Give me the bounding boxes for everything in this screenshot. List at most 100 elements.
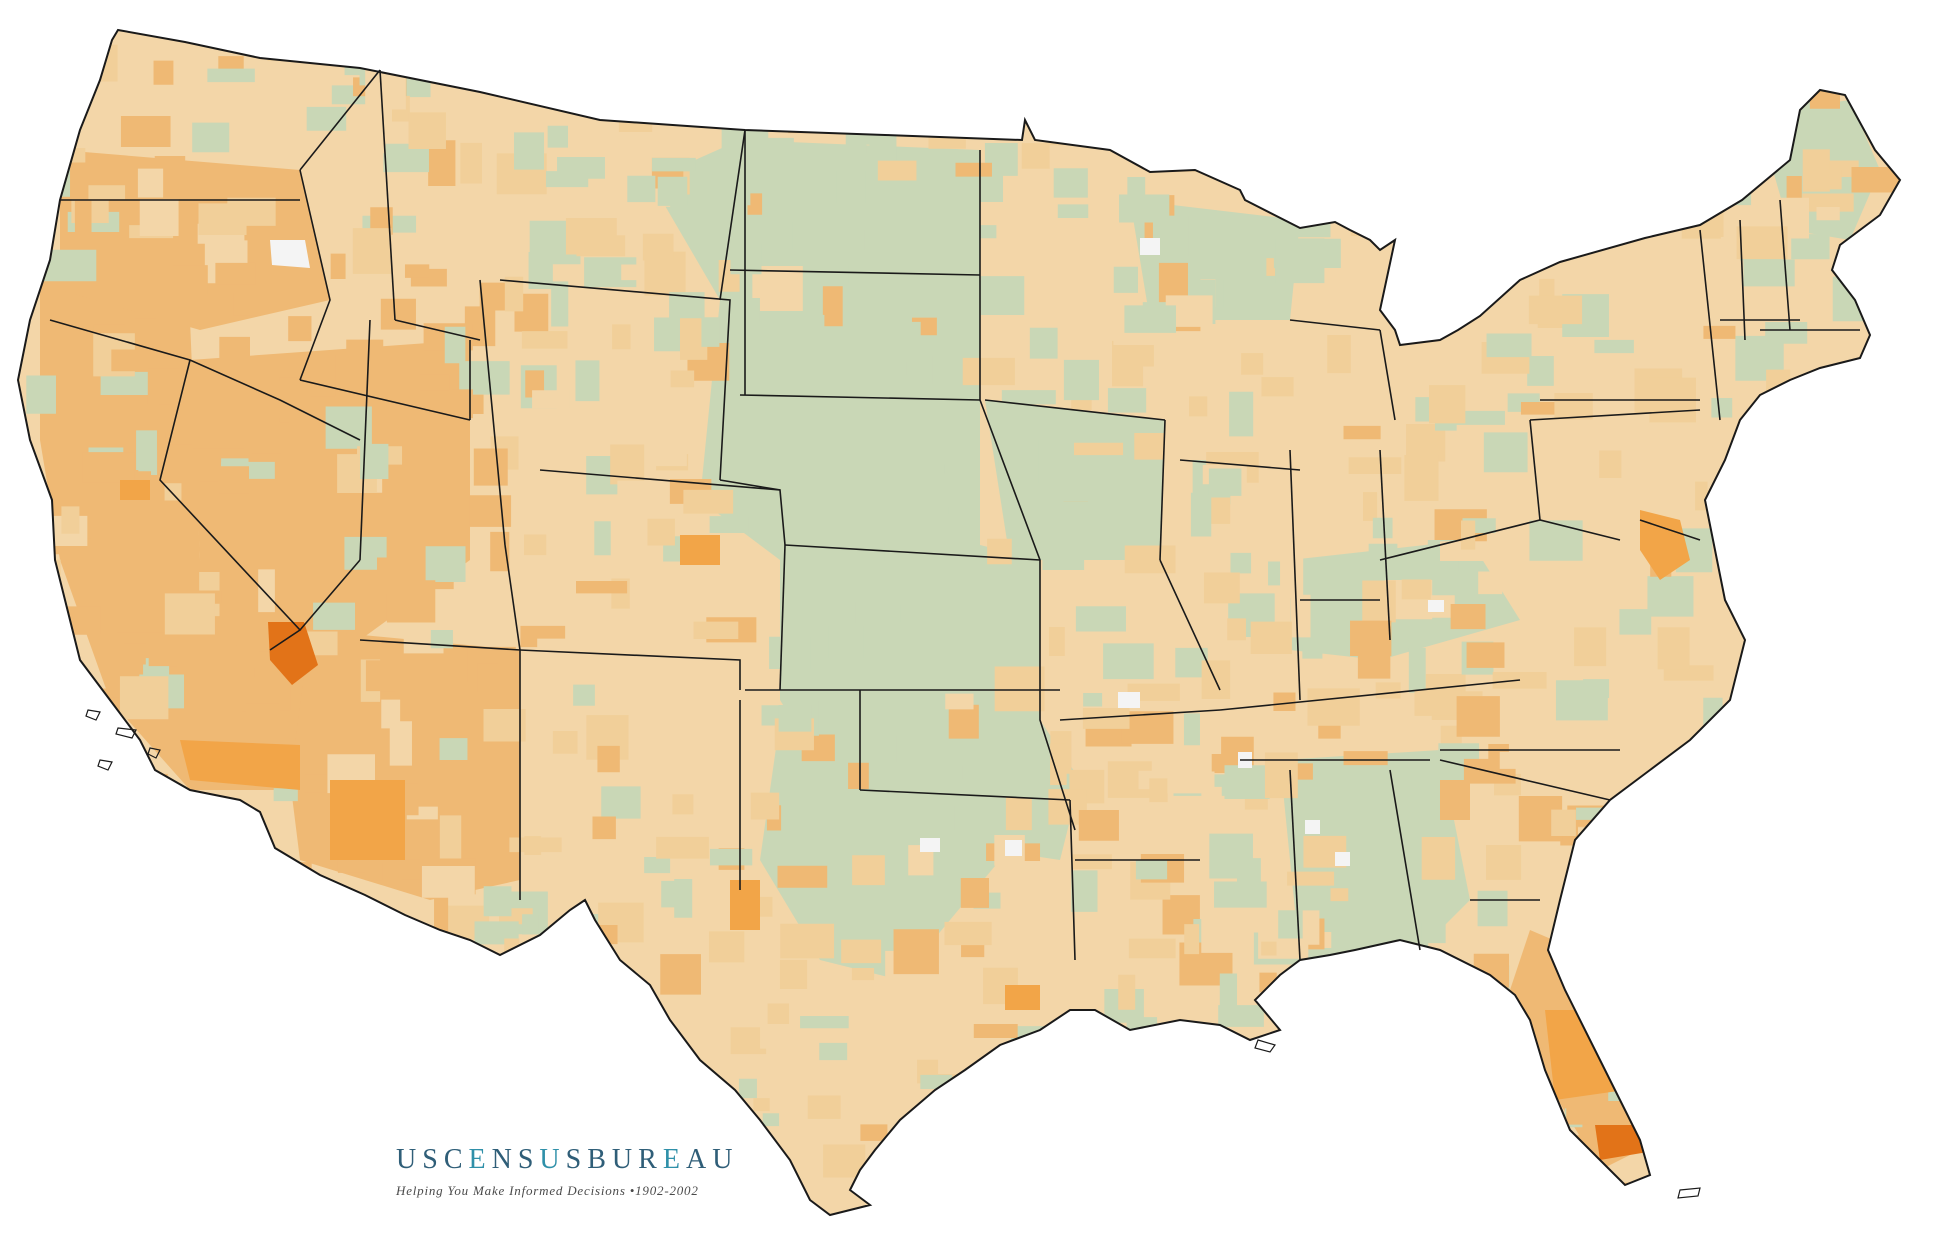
county	[872, 628, 927, 665]
county	[1429, 385, 1466, 424]
county-no-data	[920, 838, 940, 852]
county	[421, 866, 475, 898]
county	[859, 361, 907, 376]
county	[1042, 533, 1085, 571]
wordmark-letter: B	[587, 1144, 612, 1175]
county	[1029, 327, 1058, 359]
county	[597, 745, 620, 773]
county	[778, 704, 812, 732]
county	[1124, 545, 1176, 574]
county	[762, 1113, 780, 1127]
county	[1460, 520, 1476, 550]
county	[679, 318, 708, 360]
county	[878, 321, 921, 347]
county	[1280, 556, 1304, 599]
county	[245, 703, 280, 748]
county	[1486, 333, 1532, 358]
county	[1082, 707, 1130, 729]
county	[576, 235, 626, 257]
county	[139, 199, 179, 236]
county	[1585, 249, 1615, 283]
county	[1013, 418, 1063, 432]
county-hotspot	[730, 880, 760, 930]
county	[745, 467, 784, 503]
county	[198, 203, 247, 235]
county	[1261, 377, 1294, 397]
county	[1135, 859, 1168, 880]
county	[1802, 193, 1854, 212]
county	[241, 677, 267, 712]
state-border	[979, 399, 1076, 831]
county	[1528, 295, 1583, 325]
county	[273, 788, 298, 802]
state-border	[394, 319, 481, 341]
wordmark-letter: C	[443, 1144, 469, 1175]
county	[288, 316, 312, 342]
county	[380, 298, 416, 330]
county	[389, 721, 412, 766]
county	[612, 324, 631, 350]
wordmark-letter: A	[685, 1144, 713, 1175]
county	[61, 506, 80, 534]
state-border	[299, 169, 331, 381]
state-border	[1529, 419, 1541, 521]
county	[88, 185, 126, 200]
county	[400, 508, 429, 522]
county	[864, 229, 917, 251]
county	[401, 859, 421, 880]
county	[116, 605, 169, 633]
county	[1083, 693, 1103, 707]
county	[617, 480, 664, 497]
county	[469, 495, 512, 527]
county	[1743, 259, 1795, 287]
county	[425, 546, 466, 582]
state-border	[859, 789, 1071, 801]
county	[796, 306, 812, 330]
state-border	[719, 129, 746, 301]
county	[738, 1078, 757, 1099]
state-border	[1179, 459, 1301, 471]
county	[621, 264, 641, 281]
county	[164, 593, 215, 635]
county	[1350, 620, 1392, 656]
county	[1188, 396, 1208, 417]
county	[644, 251, 686, 296]
county	[1486, 845, 1522, 880]
county-hotspot	[180, 740, 300, 790]
county	[1786, 175, 1802, 203]
county	[1703, 325, 1736, 339]
county	[822, 286, 843, 327]
county	[960, 877, 990, 908]
county	[730, 1027, 767, 1055]
county-no-data	[1305, 820, 1320, 834]
state-border	[1069, 799, 1076, 961]
county	[147, 368, 184, 405]
island	[115, 727, 137, 739]
county	[660, 954, 701, 995]
county	[1071, 870, 1098, 912]
county	[1657, 627, 1690, 670]
county	[594, 521, 611, 556]
county	[1214, 881, 1267, 908]
county	[1183, 713, 1200, 746]
county	[877, 160, 917, 181]
county	[360, 443, 389, 480]
county	[1128, 938, 1176, 959]
county	[1001, 390, 1056, 405]
county	[1208, 468, 1242, 496]
county	[994, 666, 1045, 712]
county	[483, 708, 526, 742]
county	[1765, 322, 1808, 344]
county	[148, 633, 178, 667]
county	[310, 354, 336, 397]
county	[1290, 594, 1311, 638]
state-border	[49, 319, 361, 441]
county-no-data	[270, 240, 310, 268]
county	[900, 604, 938, 623]
county	[792, 222, 814, 250]
county	[1791, 234, 1830, 260]
county	[1440, 541, 1488, 561]
county	[945, 693, 974, 710]
island	[85, 709, 101, 721]
county	[1287, 871, 1335, 886]
